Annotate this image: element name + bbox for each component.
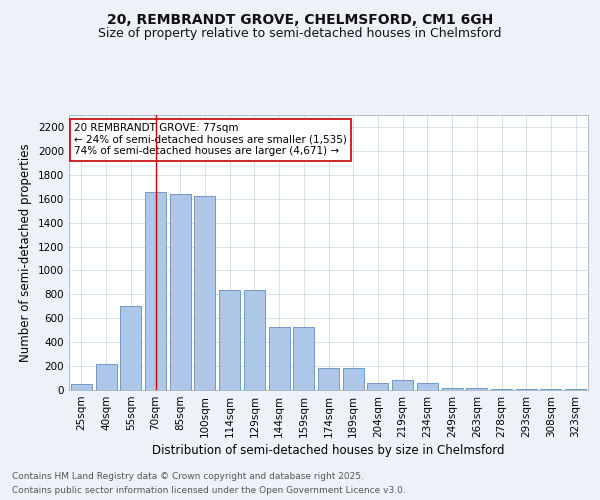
- Text: 20, REMBRANDT GROVE, CHELMSFORD, CM1 6GH: 20, REMBRANDT GROVE, CHELMSFORD, CM1 6GH: [107, 12, 493, 26]
- X-axis label: Distribution of semi-detached houses by size in Chelmsford: Distribution of semi-detached houses by …: [152, 444, 505, 457]
- Bar: [466, 388, 487, 390]
- Text: 20 REMBRANDT GROVE: 77sqm
← 24% of semi-detached houses are smaller (1,535)
74% : 20 REMBRANDT GROVE: 77sqm ← 24% of semi-…: [74, 123, 347, 156]
- Bar: [318, 368, 339, 390]
- Text: Contains HM Land Registry data © Crown copyright and database right 2025.: Contains HM Land Registry data © Crown c…: [12, 472, 364, 481]
- Bar: [367, 384, 388, 390]
- Bar: [417, 384, 438, 390]
- Text: Size of property relative to semi-detached houses in Chelmsford: Size of property relative to semi-detach…: [98, 28, 502, 40]
- Bar: [194, 196, 215, 390]
- Bar: [392, 380, 413, 390]
- Bar: [95, 364, 116, 390]
- Bar: [219, 290, 240, 390]
- Bar: [71, 384, 92, 390]
- Bar: [244, 290, 265, 390]
- Y-axis label: Number of semi-detached properties: Number of semi-detached properties: [19, 143, 32, 362]
- Bar: [170, 194, 191, 390]
- Bar: [120, 306, 141, 390]
- Bar: [442, 388, 463, 390]
- Bar: [343, 368, 364, 390]
- Bar: [293, 326, 314, 390]
- Bar: [145, 192, 166, 390]
- Text: Contains public sector information licensed under the Open Government Licence v3: Contains public sector information licen…: [12, 486, 406, 495]
- Bar: [269, 326, 290, 390]
